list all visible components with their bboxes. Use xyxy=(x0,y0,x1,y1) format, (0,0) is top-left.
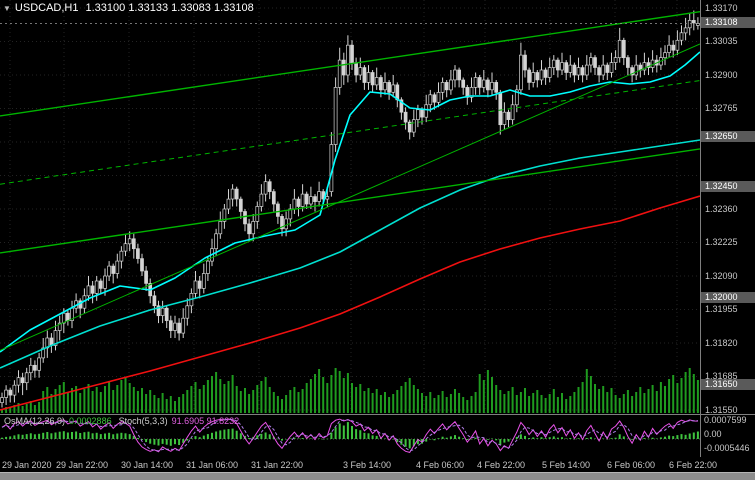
price-tag-level: 1.32650 xyxy=(701,131,755,143)
price-axis-label: 1.32765 xyxy=(705,103,738,114)
time-axis-label: 6 Feb 06:00 xyxy=(607,460,656,470)
chart-dropdown-icon[interactable]: ▼ xyxy=(3,4,11,13)
price-tag-level: 1.31650 xyxy=(701,379,755,391)
stoch-d-line xyxy=(1,418,698,452)
indicator-axis-label: -0.0005446 xyxy=(704,443,750,453)
price-axis-label: 1.31955 xyxy=(705,304,738,315)
time-axis-label: 30 Jan 14:00 xyxy=(121,460,174,470)
chart-header: ▼ USDCAD,H1 1.33100 1.33133 1.33083 1.3310… xyxy=(3,2,254,14)
price-axis-label: 1.31550 xyxy=(705,404,738,415)
ohlc-values: 1.33100 1.33133 1.33083 1.33108 xyxy=(85,2,254,14)
volume-histogram xyxy=(1,368,699,413)
price-axis-label: 1.31685 xyxy=(705,371,738,382)
stoch-values: 91.6905 91.8232 xyxy=(171,416,240,426)
indicator-axis-label: 0.00 xyxy=(704,429,722,439)
indicator-labels: OsMA(12,26,9) 0.0002886 Stoch(5,3,3) 91.690… xyxy=(4,416,239,426)
osma-histogram xyxy=(1,422,699,449)
price-axis-label: 1.31820 xyxy=(705,337,738,348)
price-axis-label: 1.32225 xyxy=(705,237,738,248)
price-chart-canvas[interactable] xyxy=(0,0,755,457)
symbol-timeframe-label: USDCAD,H1 xyxy=(14,2,79,14)
indicator-axis-label: 0.0007599 xyxy=(704,415,747,425)
candles xyxy=(0,10,700,408)
channel-upper-line[interactable] xyxy=(0,11,700,117)
price-axis-label: 1.33170 xyxy=(705,3,738,13)
time-axis-label: 31 Jan 22:00 xyxy=(251,460,304,470)
price-axis-label: 1.32900 xyxy=(705,69,738,80)
time-axis-label: 3 Feb 14:00 xyxy=(343,460,392,470)
channel-median-line[interactable] xyxy=(0,80,700,185)
stoch-k-line xyxy=(1,418,698,453)
stoch-label: Stoch(5,3,3) xyxy=(118,416,168,426)
window-bottom-border xyxy=(0,472,755,480)
trend-support-line[interactable] xyxy=(0,43,700,351)
price-tag-last-price: 1.33108 xyxy=(701,17,755,29)
price-axis-label: 1.33035 xyxy=(705,36,738,47)
time-axis-label: 4 Feb 06:00 xyxy=(416,460,465,470)
time-axis-label: 29 Jan 2020 xyxy=(2,460,52,470)
ma-slow-red xyxy=(0,195,700,411)
osma-value: 0.0002886 xyxy=(69,416,112,426)
ma-mid-cyan xyxy=(0,139,700,369)
ma-fast-cyan xyxy=(0,51,700,353)
time-axis-label: 4 Feb 22:00 xyxy=(477,460,526,470)
time-axis-label: 5 Feb 14:00 xyxy=(542,460,591,470)
time-axis-label: 31 Jan 06:00 xyxy=(186,460,239,470)
time-axis-label: 29 Jan 22:00 xyxy=(56,460,109,470)
price-axis-label: 1.32360 xyxy=(705,203,738,214)
price-tag-level: 1.32000 xyxy=(701,292,755,304)
price-axis-label: 1.32090 xyxy=(705,270,738,281)
time-axis-label: 6 Feb 22:00 xyxy=(669,460,718,470)
price-tag-level: 1.32450 xyxy=(701,180,755,192)
osma-label: OsMA(12,26,9) xyxy=(4,416,66,426)
channel-lower-line[interactable] xyxy=(0,148,700,254)
